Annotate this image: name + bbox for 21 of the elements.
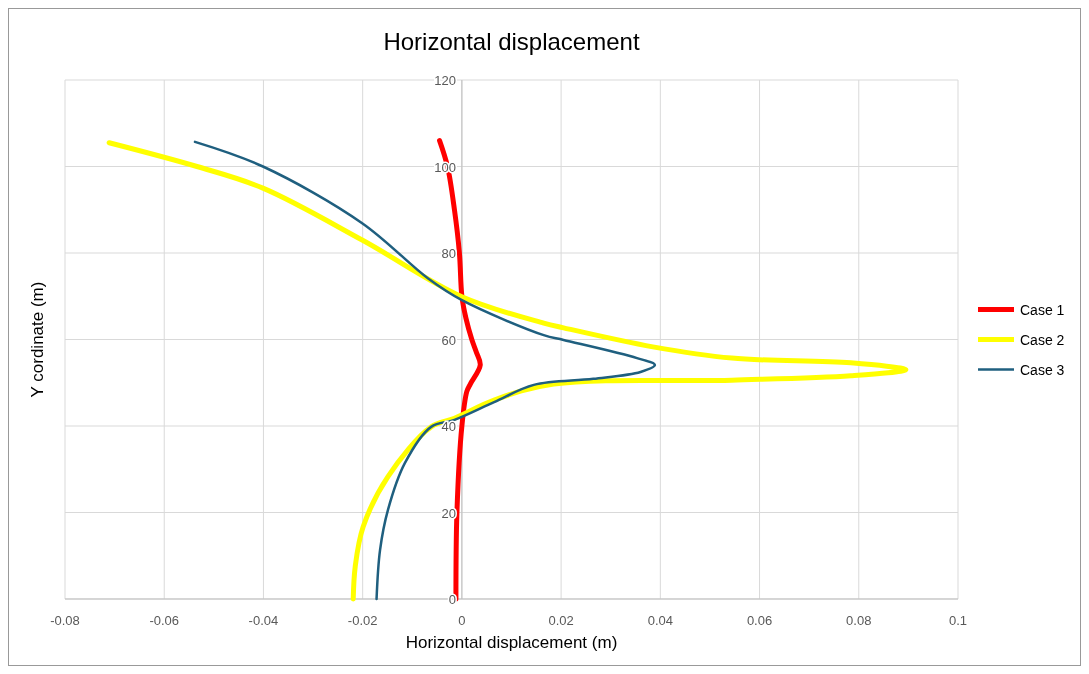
y-axis-title: Y cordinate (m) xyxy=(28,281,47,398)
x-axis-title: Horizontal displacement (m) xyxy=(405,633,618,652)
y-tick-label: 0 xyxy=(448,592,456,607)
legend-label: Case 2 xyxy=(1020,331,1065,348)
x-tick-label: -0.08 xyxy=(50,613,80,628)
x-tick-label: -0.04 xyxy=(248,613,279,628)
y-tick-label: 40 xyxy=(441,419,456,434)
y-tick-label: 120 xyxy=(434,73,456,88)
x-tick-label: 0.08 xyxy=(846,613,872,628)
x-tick-label: 0.06 xyxy=(746,613,773,628)
x-tick-label: -0.06 xyxy=(149,613,180,628)
x-tick-label: 0 xyxy=(458,613,466,628)
legend-label: Case 1 xyxy=(1020,301,1065,318)
x-tick-label: 0.04 xyxy=(647,613,673,628)
y-tick-label: 60 xyxy=(441,332,456,348)
x-tick-label: -0.02 xyxy=(347,613,378,628)
y-tick-label: 80 xyxy=(441,246,456,261)
chart-title: Horizontal displacement xyxy=(383,28,640,55)
legend-label: Case 3 xyxy=(1020,361,1065,378)
x-tick-label: 0.02 xyxy=(548,613,574,628)
x-tick-label: 0.1 xyxy=(948,613,968,628)
